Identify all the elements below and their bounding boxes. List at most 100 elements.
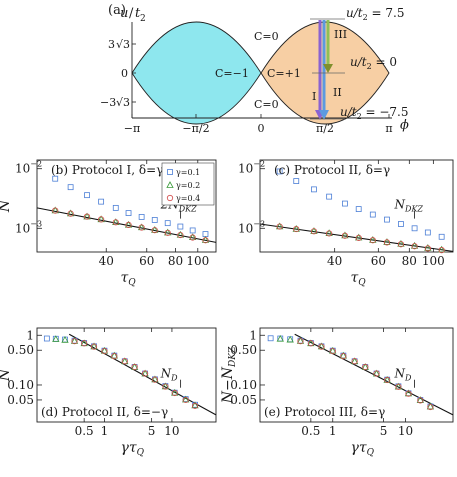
data-point-circle xyxy=(164,229,171,236)
xtick-label: 1 xyxy=(329,424,337,438)
y-axis-label: N xyxy=(0,199,13,213)
ytick-neg3root3-prefix: −3 xyxy=(100,96,116,109)
data-point-circle xyxy=(125,221,132,228)
data-point-triangle xyxy=(176,230,185,238)
data-point-triangle xyxy=(51,206,59,214)
data-point-circle xyxy=(362,363,369,371)
data-point-circle xyxy=(340,353,347,360)
data-point-square xyxy=(98,198,105,205)
panel-a-xtick-label: −π xyxy=(124,122,140,135)
x-axis-label: τQ xyxy=(351,270,367,288)
data-point-circle xyxy=(383,239,391,246)
data-point-triangle xyxy=(329,346,337,354)
panel-title: (b) Protocol I, δ=γ xyxy=(51,163,163,177)
data-point-square xyxy=(267,335,274,342)
data-point-circle xyxy=(162,383,169,390)
reference-annotation-sub: DKZ xyxy=(178,205,197,214)
ytick-exponent: −2 xyxy=(30,160,42,169)
data-point-triangle xyxy=(90,342,98,350)
data-point-square xyxy=(398,221,404,227)
legend-label: γ=0.1 xyxy=(176,168,200,177)
data-point-square xyxy=(52,175,59,182)
xtick-label: 5 xyxy=(148,424,156,438)
data-point-circle xyxy=(67,210,74,217)
legend-label: γ=0.2 xyxy=(176,181,200,190)
data-point-circle xyxy=(101,348,108,355)
legend-marker-square xyxy=(167,169,173,175)
ytick-exponent: −3 xyxy=(30,219,42,228)
data-point-circle xyxy=(369,237,376,244)
data-point-triangle xyxy=(310,227,318,234)
data-point-circle xyxy=(81,340,88,347)
ytick-label: 10−3 xyxy=(238,219,265,235)
data-point-square xyxy=(43,335,50,342)
panel-title: (e) Protocol III, δ=γ xyxy=(264,405,385,419)
panel-a-ylabel-sub: 2 xyxy=(140,14,146,24)
data-point-triangle xyxy=(61,335,69,343)
data-point-square xyxy=(342,200,348,207)
data-point-triangle xyxy=(164,228,172,236)
xtick-label: 1 xyxy=(101,424,109,438)
data-point-square xyxy=(125,210,132,216)
region-label-top-right: C=0 xyxy=(254,30,279,43)
data-point-triangle xyxy=(124,220,133,228)
ytick-label: 0.05 xyxy=(7,393,34,407)
ytick-3root3-coef: 3 xyxy=(108,38,115,51)
reference-annotation: ND xyxy=(394,367,413,383)
data-point-circle xyxy=(355,234,362,241)
data-point-circle xyxy=(171,389,178,397)
panel-a-xticks: −π −π/2 0 π/2 π xyxy=(124,114,393,135)
data-point-triangle xyxy=(426,402,435,410)
data-point-square xyxy=(311,186,317,193)
data-point-square xyxy=(369,211,376,218)
data-point-circle xyxy=(202,237,209,244)
ytick-exponent: −2 xyxy=(253,160,265,169)
protocol-2-arrowhead xyxy=(319,110,329,120)
data-point-circle xyxy=(90,343,98,350)
legend-label: γ=0.4 xyxy=(176,194,200,203)
data-point-circle xyxy=(151,376,159,383)
data-point-triangle xyxy=(296,337,305,344)
data-point-circle xyxy=(373,370,380,377)
data-point-circle xyxy=(310,228,318,235)
data-point-circle xyxy=(71,338,78,345)
data-point-triangle xyxy=(437,245,446,253)
plot-frame xyxy=(36,159,217,253)
data-point-circle xyxy=(111,353,118,360)
panel-title: (c) Protocol II, δ=γ xyxy=(274,163,390,177)
x-axis-label: γτQ xyxy=(351,440,375,458)
data-point-triangle xyxy=(325,229,333,237)
data-point-square xyxy=(189,227,196,234)
data-point-triangle xyxy=(276,334,284,342)
reference-line xyxy=(259,223,454,252)
u-level-mid-rhs: = 0 xyxy=(372,55,397,69)
protocol-label-iii: III xyxy=(334,28,347,41)
xtick-label: 0.5 xyxy=(301,424,320,438)
reference-annotation-sub: DKZ xyxy=(404,205,423,214)
panel-c-chart: 40 60 80 100 10−2 10−3 (c) Protocol II, δ=γ NDK… xyxy=(238,159,454,288)
data-point-circle xyxy=(417,397,424,404)
data-point-circle xyxy=(395,383,402,390)
u-level-bottom-lhs: u/t xyxy=(340,105,357,119)
data-point-square xyxy=(411,225,418,232)
data-point-triangle xyxy=(151,375,159,383)
data-point-circle xyxy=(276,223,283,230)
u-level-mid: u/t2 = 0 xyxy=(350,55,397,71)
xtick-label: 0.5 xyxy=(75,424,94,438)
data-point-circle xyxy=(424,245,431,252)
data-point-circle xyxy=(307,340,314,347)
u-level-mid-sub: 2 xyxy=(367,62,372,71)
data-point-circle xyxy=(297,338,304,345)
data-point-circle xyxy=(141,370,149,377)
phase-diagram-panel: (a) u / t 2 3 √ 3 0 −3 √ 3 −π −π/2 0 π/2 π ϕ… xyxy=(100,3,409,135)
data-point-circle xyxy=(52,207,59,214)
data-point-triangle xyxy=(275,222,284,230)
data-point-triangle xyxy=(355,233,363,241)
data-point-triangle xyxy=(383,238,391,245)
region-label-right-lobe: C=+1 xyxy=(267,67,301,80)
panel-a-xtick-label: 0 xyxy=(258,122,265,135)
region-label-left-lobe: C=−1 xyxy=(215,67,249,80)
data-point-triangle xyxy=(171,388,179,396)
